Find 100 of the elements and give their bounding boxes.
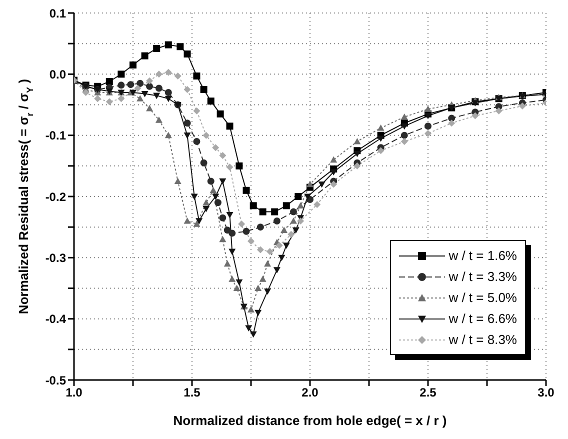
point [271, 208, 278, 216]
point [288, 230, 295, 238]
point [226, 164, 234, 171]
point [248, 238, 254, 245]
point [219, 214, 226, 222]
point [118, 95, 125, 102]
point [400, 138, 408, 145]
point [212, 144, 220, 152]
point [219, 152, 226, 160]
point [273, 267, 280, 274]
point [278, 254, 286, 262]
point [354, 150, 361, 158]
point [259, 208, 266, 216]
point [164, 96, 172, 102]
point [202, 206, 210, 212]
y-tick-label: 0.1 [49, 6, 66, 20]
y-tick-label: -0.4 [45, 312, 66, 326]
point [141, 90, 148, 98]
point [377, 124, 384, 131]
point [164, 68, 172, 76]
point [250, 331, 257, 338]
point [282, 202, 290, 210]
point [141, 52, 148, 60]
point [377, 147, 384, 154]
point [330, 156, 338, 163]
point [245, 325, 252, 332]
point [146, 104, 154, 112]
point [236, 279, 243, 286]
x-tick-label: 1.5 [184, 386, 201, 400]
point [495, 107, 502, 114]
y-tick-label: -0.2 [45, 190, 66, 204]
point [134, 84, 142, 92]
point [248, 306, 254, 312]
point [146, 77, 154, 84]
point [146, 82, 154, 90]
point [130, 61, 136, 68]
point [297, 202, 304, 208]
point [184, 120, 191, 127]
x-tick-label: 3.0 [538, 386, 555, 400]
point [233, 284, 240, 292]
point [164, 89, 172, 96]
point [153, 44, 160, 52]
point [377, 136, 384, 142]
point [118, 82, 125, 89]
point [250, 202, 257, 210]
y-tick-label: -0.1 [45, 128, 66, 143]
point [202, 132, 210, 139]
point [238, 220, 246, 228]
point [290, 208, 297, 216]
point [155, 116, 162, 123]
point [400, 132, 408, 139]
point [200, 86, 208, 93]
y-tick-label: -0.3 [45, 250, 66, 265]
point [214, 199, 222, 206]
point [155, 70, 162, 78]
point [224, 226, 231, 234]
legend-label: w / t = 8.3% [448, 332, 517, 347]
point [207, 178, 214, 185]
point [290, 217, 297, 224]
point [127, 81, 134, 88]
point [153, 92, 160, 100]
point [242, 186, 250, 194]
point [273, 217, 280, 224]
point [184, 217, 191, 224]
point [196, 218, 203, 224]
legend-label: w / t = 3.3% [448, 269, 517, 284]
point [297, 217, 304, 224]
x-axis-title: Normalized distance from hole edge( = x / r ) [173, 413, 447, 428]
point [174, 178, 182, 184]
point [276, 242, 283, 249]
point [224, 260, 231, 267]
y-tick-label: -0.5 [45, 373, 66, 388]
point [184, 132, 191, 139]
legend-label: w / t = 5.0% [448, 290, 517, 305]
point [164, 132, 172, 138]
point [254, 284, 262, 292]
point [193, 220, 200, 227]
point [292, 227, 300, 234]
point [226, 122, 234, 130]
point [330, 180, 338, 188]
legend-label: w / t = 1.6% [448, 248, 517, 263]
point [210, 186, 217, 194]
point [118, 70, 125, 78]
point [106, 78, 113, 86]
point [306, 180, 314, 188]
point [236, 162, 243, 170]
point [184, 50, 191, 58]
point [219, 178, 226, 185]
point [330, 169, 338, 176]
point [266, 248, 274, 256]
point [136, 80, 144, 87]
point [219, 236, 226, 242]
point [228, 276, 236, 282]
point [130, 90, 136, 96]
point [242, 228, 250, 235]
point [400, 123, 408, 130]
point [424, 122, 432, 130]
point [254, 310, 262, 316]
point [164, 41, 172, 48]
point [294, 193, 302, 200]
